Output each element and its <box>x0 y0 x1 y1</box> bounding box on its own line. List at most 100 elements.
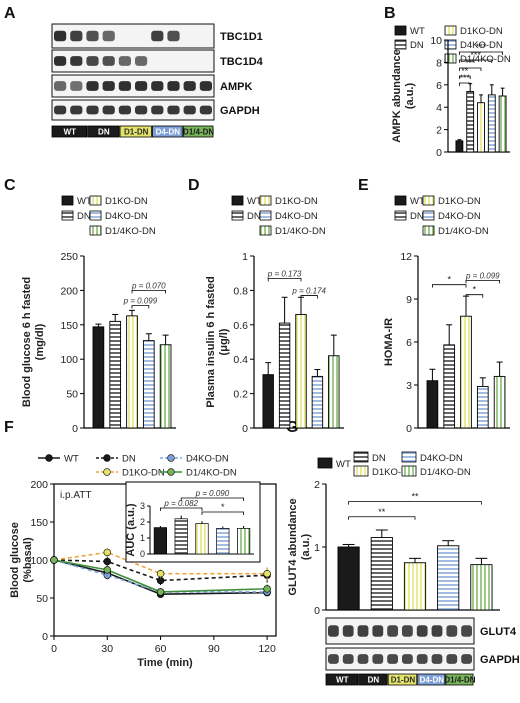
legend-b: WT DN D1KO-DN D4KO-DN D1/4KO-DN <box>394 25 511 65</box>
y-axis-label: Blood glucose 6 h fasted(mg/dl) <box>21 277 46 407</box>
y-tick-label: 8 <box>436 57 442 69</box>
bar-wt <box>455 140 464 153</box>
blot-band <box>86 81 99 91</box>
bar-d14ko <box>159 344 172 429</box>
legend-swatch-wt <box>231 195 244 206</box>
inset-y-axis-label: AUC (a.u.) <box>125 503 137 557</box>
blot-band <box>357 654 369 664</box>
inset-y-tick-label: 2 <box>140 517 145 527</box>
legend-label-d1ko: D1KO-DN <box>372 467 415 478</box>
significance-label: p = 0.099 <box>123 297 158 306</box>
blot-band <box>431 625 443 637</box>
inset-bar-d14ko <box>237 528 251 555</box>
significance-bracket <box>459 59 493 63</box>
panel-e-chart: 0 3 6 9 12 HOMA-IR * * p = 0.099 <box>383 251 510 435</box>
bar-dn <box>109 320 122 429</box>
significance-bracket <box>131 305 150 309</box>
blot-band <box>461 654 472 664</box>
blot-band <box>151 30 164 42</box>
panel-letter-f: F <box>4 419 14 436</box>
legend-swatch-d4ko <box>422 210 435 221</box>
legend-label-d1ko: D1KO-DN <box>122 468 165 479</box>
blot-band <box>102 56 115 66</box>
y-tick-label: 100 <box>60 354 78 366</box>
legend-swatch-dn <box>394 210 407 221</box>
legend-swatch-d1ko <box>422 195 435 206</box>
y-axis-label: Blood glucose(%basal) <box>9 522 34 598</box>
significance-bracket <box>267 277 302 282</box>
significance-bracket <box>459 82 471 86</box>
blot-band <box>86 105 99 115</box>
significance-label: *** <box>465 58 476 68</box>
blot-label-tbc1d1: TBC1D1 <box>220 31 263 43</box>
legend-swatch-d4ko <box>401 451 417 463</box>
bar-dn <box>443 344 456 429</box>
group-label-d1ko: D1-DN <box>124 128 149 137</box>
bar-d4ko <box>311 375 324 429</box>
blot-band <box>70 105 83 115</box>
legend-c: WT DN D1KO-DN D4KO-DN D1/4KO-DN <box>61 195 156 237</box>
bar-d1ko <box>403 562 427 611</box>
blot-band <box>167 105 180 115</box>
group-cell-d4ko <box>417 673 446 686</box>
panel-letter-c: C <box>4 177 16 194</box>
legend-label-dn: DN <box>372 453 386 464</box>
significance-label: p = 0.099 <box>465 271 500 280</box>
group-label-d14ko: D1/4-DN <box>444 676 475 685</box>
blot-band <box>402 625 413 637</box>
series-line-d14ko <box>53 559 268 593</box>
inset-bar-d1ko <box>195 523 209 555</box>
group-label-d1ko: D1-DN <box>391 676 416 685</box>
y-tick-label: 250 <box>60 251 78 263</box>
blot-band <box>135 81 148 91</box>
blot-label-gapdh: GAPDH <box>220 105 260 117</box>
y-tick-label: 100 <box>30 555 48 567</box>
x-tick-label: 60 <box>155 643 167 655</box>
inset-bar-dn <box>174 518 188 555</box>
y-tick-label: 2 <box>314 479 320 491</box>
series-line-d1ko <box>53 551 268 575</box>
y-tick-label: 150 <box>60 320 78 332</box>
data-point-d14ko <box>103 566 111 574</box>
y-tick-label: 0 <box>406 423 412 435</box>
y-tick-label: 0.6 <box>233 320 248 332</box>
bar-d1ko <box>126 315 138 429</box>
data-point-d14ko <box>50 556 58 564</box>
significance-label: * <box>221 502 225 512</box>
panel-d-chart: 0 0.2 0.4 0.6 0.8 1 Plasma insulin 6 h fasted(… <box>205 251 344 435</box>
blot-row-gapdh <box>51 99 215 121</box>
group-label-wt: WT <box>64 128 77 137</box>
legend-label-d1ko: D1KO-DN <box>460 26 503 37</box>
significance-label: p = 0.173 <box>267 269 302 278</box>
legend-label-d4ko: D4KO-DN <box>105 211 148 222</box>
bar-d4ko <box>487 94 496 153</box>
legend-label-wt: WT <box>410 26 425 37</box>
bar-d14ko <box>328 355 340 429</box>
blot-band <box>167 81 180 91</box>
legend-marker-d14ko <box>167 468 175 476</box>
blot-band <box>342 654 354 664</box>
legend-swatch-d1ko <box>89 195 102 206</box>
blot-band <box>135 56 148 66</box>
blot-label-tbc1d4: TBC1D4 <box>220 56 264 68</box>
legend-label-d1ko: D1KO-DN <box>275 196 318 207</box>
legend-swatch-wt <box>61 195 74 206</box>
blot-band <box>328 625 339 637</box>
legend-swatch-dn <box>61 210 74 221</box>
subtitle: i.p.ATT <box>60 490 91 501</box>
legend-marker-wt <box>45 454 53 462</box>
panel-c-chart: 0 50 100 150 200 250 Blood glucose 6 h fasted(… <box>21 251 176 435</box>
group-cell-dn <box>87 125 120 138</box>
legend-swatch-dn <box>231 210 244 221</box>
legend-label-d4ko: D4KO-DN <box>420 453 463 464</box>
significance-label: p = 0.090 <box>195 489 230 498</box>
blot-band <box>183 105 196 115</box>
bar-d1ko <box>295 314 307 429</box>
significance-bracket <box>459 51 503 55</box>
legend-e: WT DN D1KO-DN D4KO-DN D1/4KO-DN <box>394 195 489 237</box>
x-tick-label: 0 <box>51 643 57 655</box>
legend-label-dn: DN <box>77 211 91 222</box>
panel-letter-d: D <box>188 177 200 194</box>
blot-label-gapdh-g: GAPDH <box>480 654 520 666</box>
